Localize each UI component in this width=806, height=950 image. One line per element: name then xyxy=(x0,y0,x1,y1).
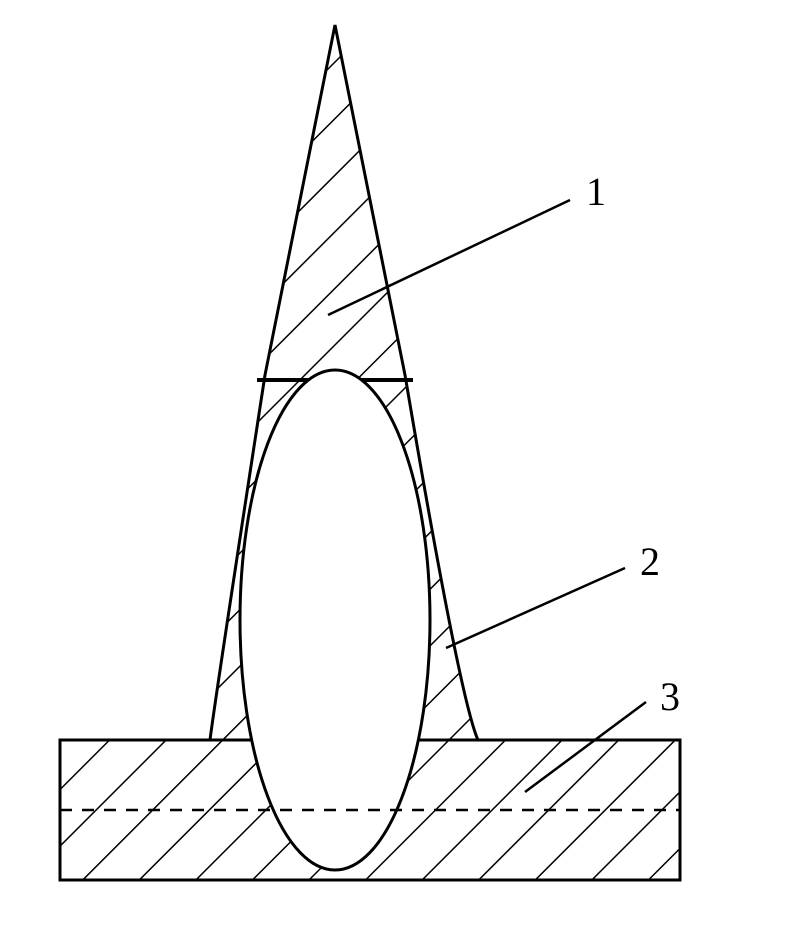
diagram-svg: 1 2 3 xyxy=(0,0,806,950)
label-1: 1 xyxy=(586,169,606,214)
leader-line-2 xyxy=(446,568,625,648)
label-3: 3 xyxy=(660,674,680,719)
hollow-ellipse xyxy=(240,370,430,870)
label-2: 2 xyxy=(640,539,660,584)
